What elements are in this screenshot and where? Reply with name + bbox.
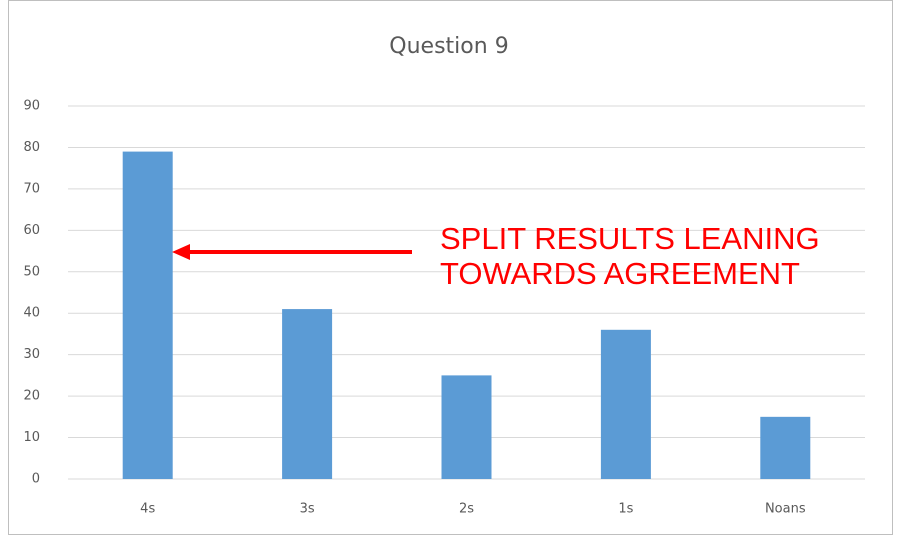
- annotation-text: SPLIT RESULTS LEANING: [440, 221, 820, 256]
- bar: [760, 416, 811, 479]
- x-tick-label: Noans: [765, 502, 806, 517]
- x-tick-label: 2s: [459, 502, 474, 517]
- bar: [282, 309, 333, 479]
- y-tick-label: 90: [23, 99, 40, 114]
- x-tick-label: 1s: [618, 502, 633, 517]
- bar: [122, 151, 173, 480]
- bar: [600, 329, 651, 479]
- y-tick-label: 30: [23, 347, 40, 362]
- y-tick-label: 60: [23, 223, 40, 238]
- y-tick-label: 80: [23, 140, 40, 155]
- chart-title: Question 9: [389, 34, 508, 59]
- y-tick-label: 0: [32, 472, 40, 487]
- y-tick-label: 50: [23, 264, 40, 279]
- y-tick-label: 40: [23, 306, 40, 321]
- x-tick-label: 3s: [300, 502, 315, 517]
- annotation-text: TOWARDS AGREEMENT: [440, 256, 800, 291]
- bar: [441, 375, 492, 479]
- y-tick-label: 10: [23, 430, 40, 445]
- y-tick-label: 20: [23, 389, 40, 404]
- x-tick-label: 4s: [140, 502, 155, 517]
- y-tick-label: 70: [23, 181, 40, 196]
- annotation-arrowhead: [172, 244, 190, 260]
